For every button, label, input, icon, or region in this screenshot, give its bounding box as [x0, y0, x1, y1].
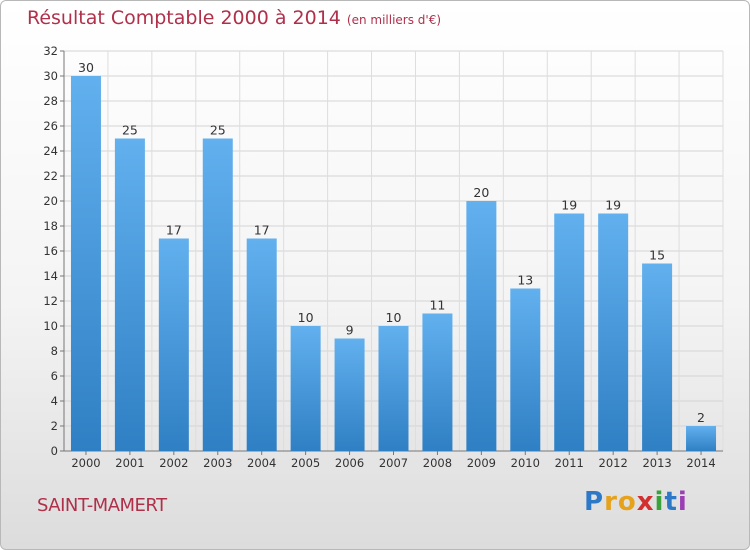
y-tick-label: 6 — [51, 369, 58, 383]
data-label: 10 — [298, 310, 314, 325]
bar — [686, 426, 717, 451]
bar — [554, 213, 585, 451]
bar — [422, 313, 453, 451]
data-label: 19 — [605, 198, 621, 213]
y-tick-label: 2 — [51, 419, 58, 433]
label-layer: 30 25 17 25 17 10 9 10 11 20 13 19 19 15 2 — [78, 60, 705, 425]
y-tick-label: 18 — [43, 219, 58, 233]
data-label: 2 — [697, 410, 705, 425]
logo-letter: i — [654, 487, 665, 517]
y-tick-label: 28 — [43, 94, 58, 108]
data-label: 17 — [254, 223, 270, 238]
data-label: 13 — [517, 273, 533, 288]
x-tick-label: 2008 — [423, 456, 452, 470]
y-tick-label: 16 — [43, 244, 58, 258]
data-label: 30 — [78, 60, 94, 75]
x-tick-label: 2007 — [379, 456, 408, 470]
bar — [642, 263, 673, 451]
data-label: 20 — [473, 185, 489, 200]
x-tick-label: 2001 — [115, 456, 144, 470]
y-tick-label: 12 — [43, 294, 58, 308]
x-tick-label: 2009 — [467, 456, 496, 470]
x-tick-label: 2010 — [511, 456, 540, 470]
bar — [466, 201, 497, 451]
bar — [114, 138, 145, 451]
x-tick-label: 2011 — [555, 456, 584, 470]
bar — [334, 338, 365, 451]
x-tick-label: 2005 — [291, 456, 320, 470]
data-label: 10 — [386, 310, 402, 325]
y-tick-label: 10 — [43, 319, 58, 333]
x-tick-label: 2012 — [599, 456, 628, 470]
chart-title-text: Résultat Comptable 2000 à 2014 — [27, 7, 341, 29]
proxiti-logo: Proxiti — [584, 487, 688, 517]
data-label: 25 — [122, 123, 138, 138]
x-tick-label: 2000 — [71, 456, 100, 470]
y-tick-label: 8 — [51, 344, 58, 358]
logo-letter: t — [664, 487, 678, 517]
logo-letter: P — [584, 487, 605, 517]
y-tick-label: 14 — [43, 269, 58, 283]
bar — [202, 138, 233, 451]
bar — [246, 238, 277, 451]
chart-title: Résultat Comptable 2000 à 2014 (en millie… — [27, 7, 441, 29]
y-tick-label: 30 — [43, 69, 58, 83]
bar — [290, 326, 321, 451]
commune-name: SAINT-MAMERT — [37, 495, 167, 516]
data-label: 19 — [561, 198, 577, 213]
bar — [510, 288, 541, 451]
y-tick-label: 4 — [51, 394, 58, 408]
y-tick-label: 26 — [43, 119, 58, 133]
y-tick-label: 20 — [43, 194, 58, 208]
logo-letter: i — [677, 487, 688, 517]
x-tick-label: 2004 — [247, 456, 276, 470]
logo-letter: o — [617, 487, 637, 517]
bar — [598, 213, 629, 451]
logo-letter: x — [636, 487, 655, 517]
y-tick-label: 0 — [51, 444, 58, 458]
data-label: 15 — [649, 248, 665, 263]
y-tick-label: 22 — [43, 169, 58, 183]
data-label: 9 — [346, 323, 354, 338]
bar-layer — [70, 76, 717, 451]
x-tick-label: 2003 — [203, 456, 232, 470]
data-label: 17 — [166, 223, 182, 238]
bar — [70, 76, 101, 451]
x-tick-label: 2014 — [686, 456, 715, 470]
chart-unit-note: (en milliers d'€) — [346, 13, 442, 27]
x-tick-label: 2006 — [335, 456, 364, 470]
x-tick-label: 2002 — [159, 456, 188, 470]
logo-letter: r — [604, 487, 618, 517]
bar — [158, 238, 189, 451]
y-tick-label: 24 — [43, 144, 58, 158]
x-tick-label: 2013 — [642, 456, 671, 470]
y-tick-label: 32 — [43, 44, 58, 58]
data-label: 25 — [210, 123, 226, 138]
bar — [378, 326, 409, 451]
data-label: 11 — [429, 298, 445, 313]
